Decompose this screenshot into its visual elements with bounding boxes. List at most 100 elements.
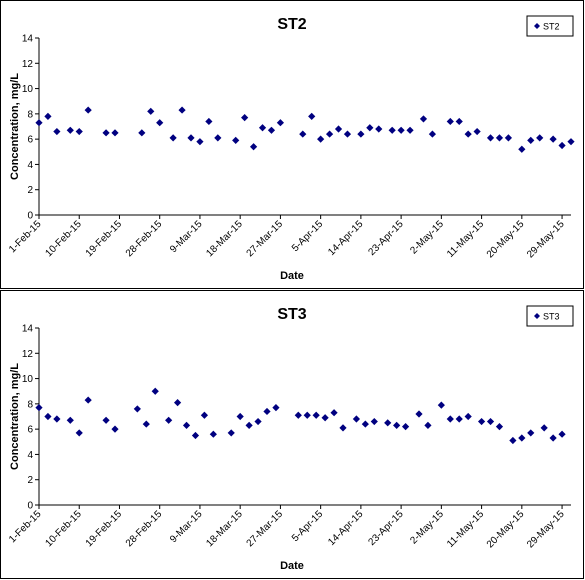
data-point [370,417,378,426]
data-point [254,417,262,426]
data-point [339,424,347,432]
x-tick-label: 27-Mar-15 [245,509,286,550]
data-point [299,130,307,138]
data-point [455,415,463,423]
data-point [366,124,374,132]
chart-st2-svg: ST2 0 2 4 6 8 10 12 14 1-Feb-15 10-Feb-15 19-Feb-15… [7,15,575,282]
legend-label: ST3 [543,312,560,322]
data-point [495,134,504,142]
x-axis-label: Date [280,270,304,282]
legend-box [526,15,574,37]
data-point [455,117,463,126]
data-point [361,420,369,428]
data-point [66,126,74,134]
data-point [495,423,504,431]
chart-panel-st3: ST3 0 2 4 6 8 10 12 14 1-Feb-15 10-Feb-15 19-Feb-15… [0,290,584,579]
y-tick-label: 8 [27,109,33,120]
y-tick-label: 4 [27,160,33,171]
x-tick-label: 23-Apr-15 [366,509,406,549]
x-tick-label: 11-May-15 [445,219,486,260]
y-tick-label: 14 [22,324,34,335]
data-point [232,136,240,145]
data-point [35,119,43,127]
data-point [464,412,472,421]
data-point [75,429,83,437]
data-point [187,134,195,142]
data-point [84,106,92,114]
data-point [147,107,155,115]
chart-st3-svg: ST3 0 2 4 6 8 10 12 14 1-Feb-15 10-Feb-15 19-Feb-15… [7,305,574,572]
x-tick-label: 10-Feb-15 [43,509,84,550]
data-point [437,401,445,409]
x-tick-label: 5-Apr-15 [290,219,326,255]
x-tick-label: 2-May-15 [408,509,446,547]
data-point [384,419,392,427]
x-tick-label: 28-Feb-15 [124,219,165,260]
y-tick-label: 12 [22,59,34,70]
data-point [133,405,141,413]
y-tick-label: 6 [27,425,33,436]
data-point [419,115,428,123]
data-point [205,117,213,126]
data-point [325,130,334,138]
data-point [527,429,535,437]
legend-box [526,305,574,327]
y-tick-label: 4 [27,450,33,461]
y-tick-label: 2 [27,185,33,196]
data-point [214,134,222,142]
data-point [53,127,61,136]
data-point [236,412,244,421]
data-point [558,141,566,150]
data-point [173,398,182,407]
data-point [428,130,437,138]
data-point [330,409,338,417]
data-point [446,415,454,423]
data-point [151,387,159,395]
data-point [102,129,110,137]
x-tick-label: 29-May-15 [525,219,567,261]
x-tick-label: 9-Mar-15 [168,219,205,256]
y-tick-label: 0 [27,501,33,512]
data-point [486,417,495,426]
data-point [241,114,249,122]
data-point [540,424,548,432]
x-tick-label: 28-Feb-15 [124,509,165,550]
data-point [549,135,557,143]
x-tick-label: 23-Apr-15 [366,219,406,259]
data-point [200,411,209,419]
data-point [75,127,83,136]
data-point [156,119,164,127]
data-point [567,138,575,146]
data-point [415,410,423,418]
x-tick-label: 20-May-15 [485,219,527,261]
data-point [111,425,119,433]
data-point [44,112,52,120]
data-point [509,436,517,445]
data-point [196,138,204,146]
x-tick-label: 10-Feb-15 [43,219,84,260]
data-point [303,411,311,419]
y-tick-label: 0 [27,211,33,222]
data-point [357,130,365,138]
legend: ST3 [526,305,574,327]
x-tick-label: 9-Mar-15 [168,509,205,546]
data-point [406,126,414,134]
x-tick-label: 20-May-15 [485,509,527,551]
data-point [393,421,401,429]
data-point [352,415,361,423]
x-tick-label: 14-Apr-15 [326,509,366,549]
data-point [527,136,535,145]
data-point [464,130,472,138]
x-tick-label: 27-Mar-15 [245,219,286,260]
data-point [504,134,513,142]
legend-marker [534,313,540,319]
data-point [142,420,150,428]
data-point [375,125,383,133]
data-point [209,430,217,438]
y-tick-label: 10 [22,84,34,95]
legend: ST2 [526,15,574,37]
x-tick-label: 19-Feb-15 [84,219,125,260]
y-axis-label: Concentration, mg/L [9,73,21,180]
data-point [258,124,267,132]
data-point [44,412,52,421]
